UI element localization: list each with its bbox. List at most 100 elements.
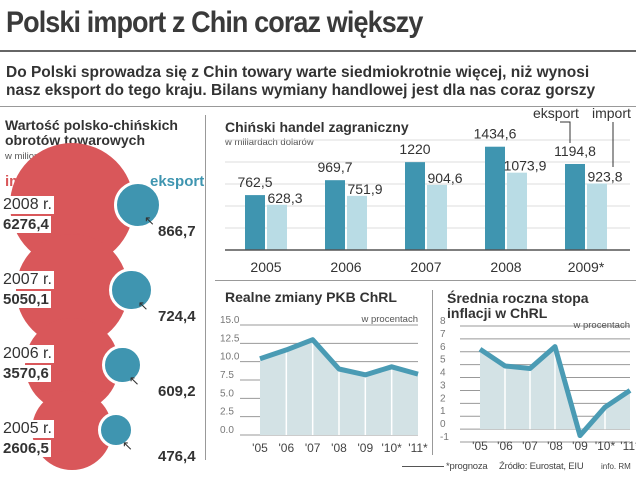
y-tick-label: 10.0	[220, 352, 240, 363]
x-tick-label: '10*	[595, 439, 616, 453]
y-tick-label: 3	[440, 380, 446, 391]
legend-eksport: eksport	[533, 105, 579, 121]
bar-chart-unit: w miliardach dolarów	[225, 137, 314, 148]
import-value-label: 1073,9	[504, 158, 547, 174]
import-bar	[267, 204, 287, 250]
source: Źródło: Eurostat, EIU	[499, 461, 584, 472]
x-tick-label: 2009*	[568, 259, 605, 275]
divider	[215, 280, 636, 281]
credit: info. RM	[601, 462, 631, 471]
arrow-icon: ↖	[128, 373, 140, 388]
y-tick-label: -1	[440, 432, 449, 443]
eksport-bar	[405, 162, 425, 250]
import-value: 5050,1	[3, 291, 51, 308]
y-tick-label: 5.0	[220, 388, 234, 399]
bubble-year-label: 2008 r.	[3, 196, 54, 214]
x-tick-label: '07	[522, 439, 538, 453]
chart-unit: w procentach	[572, 320, 630, 331]
bar-chart-title: Chiński handel zagraniczny	[225, 119, 409, 135]
eksport-bubble	[109, 267, 154, 313]
y-tick-label: 12.5	[220, 333, 240, 344]
eksport-value: 609,2	[158, 383, 196, 400]
bubble-chart-title: Wartość polsko-chińskich obrotów towarow…	[5, 117, 178, 148]
bubble-year-label: 2005 r.	[3, 420, 54, 438]
x-tick-label: 2005	[250, 259, 281, 275]
eksport-bubble	[102, 344, 144, 386]
arrow-icon: ↖	[137, 298, 149, 313]
subtitle-line-2: nasz eksport do tego kraju. Bilans wymia…	[6, 82, 596, 99]
y-tick-label: 1	[440, 406, 446, 417]
eksport-value-label: 1220	[399, 141, 430, 157]
x-tick-label: 2006	[330, 259, 361, 275]
y-tick-label: 6	[440, 342, 446, 353]
y-tick-label: 7.5	[220, 370, 234, 381]
y-tick-label: 5	[440, 355, 446, 366]
divider	[0, 106, 636, 107]
bubble-year-label: 2007 r.	[3, 271, 54, 289]
y-tick-label: 0.0	[220, 425, 234, 436]
eksport-bar	[245, 195, 265, 250]
y-tick-label: 7	[440, 329, 446, 340]
data-line	[259, 337, 419, 378]
import-value-label: 923,8	[587, 168, 622, 184]
eksport-bubble	[98, 412, 134, 448]
inflation-chart-title: Średnia roczna stopa inflacji w ChRL	[447, 290, 589, 321]
y-tick-label: 2.5	[220, 407, 234, 418]
import-bar	[427, 184, 447, 250]
import-value: 6276,4	[3, 216, 51, 233]
eksport-value-label: 1194,8	[554, 143, 596, 159]
x-tick-label: 2008	[490, 259, 521, 275]
x-tick-label: '07	[305, 441, 321, 455]
x-tick-label: 2007	[410, 259, 441, 275]
gdp-chart: 0.0 2.5 5.0 7.5 10.0 12.5 15.0 '05 '06 '07 '08 '09 '…	[220, 314, 428, 455]
eksport-bubble	[113, 180, 163, 230]
eksport-value: 476,4	[158, 448, 196, 465]
x-tick-label: '08	[547, 439, 563, 453]
divider	[432, 290, 433, 455]
import-value-label: 751,9	[347, 181, 382, 197]
eksport-value: 724,4	[158, 308, 196, 325]
divider	[0, 50, 636, 52]
x-tick-label: '09	[572, 439, 588, 453]
legend-pointer	[560, 121, 571, 143]
legend-eksport: eksport	[150, 173, 205, 190]
x-tick-label: '06	[497, 439, 513, 453]
x-tick-label: '10*	[382, 441, 403, 455]
subtitle-line-1: Do Polski sprowadza się z Chin towary wa…	[6, 64, 590, 81]
inflation-chart: -1 0 1 2 34 5 6 7 8 '05 '06 '07 '08 '09 '10* '11* w proc…	[440, 316, 636, 453]
y-tick-label: 4	[440, 368, 446, 379]
eksport-bar	[325, 180, 345, 250]
x-tick-label: '09	[358, 441, 374, 455]
eksport-value-label: 762,5	[237, 174, 272, 190]
eksport-bar	[565, 163, 585, 250]
legend-import: import	[592, 105, 631, 121]
import-value: 3570,6	[3, 365, 51, 382]
x-tick-label: '11*	[620, 439, 636, 453]
y-tick-label: 15.0	[220, 315, 240, 326]
y-tick-label: 0	[440, 419, 446, 430]
footer-line	[402, 466, 444, 467]
import-bar	[507, 172, 527, 250]
eksport-value-label: 1434,6	[474, 126, 517, 142]
gdp-chart-title: Realne zmiany PKB ChRL	[225, 289, 397, 305]
import-value: 2606,5	[3, 440, 51, 457]
y-tick-label: 8	[440, 316, 446, 327]
eksport-value-label: 969,7	[317, 159, 352, 175]
eksport-value: 866,7	[158, 223, 196, 240]
import-bar	[587, 183, 607, 250]
x-tick-label: '11*	[408, 441, 428, 455]
page-title: Polski import z Chin coraz większy	[6, 6, 423, 39]
footnote: *prognoza	[446, 461, 488, 472]
bubble-year-label: 2006 r.	[3, 345, 54, 363]
divider	[205, 115, 206, 460]
eksport-bar	[485, 146, 505, 250]
x-tick-label: '05	[472, 439, 488, 453]
arrow-icon: ↖	[144, 213, 155, 228]
y-tick-label: 2	[440, 393, 446, 404]
arrow-icon: ↖	[121, 438, 133, 453]
x-tick-label: '06	[279, 441, 295, 455]
x-tick-label: '08	[331, 441, 347, 455]
import-bar	[347, 195, 367, 250]
x-tick-label: '05	[252, 441, 268, 455]
